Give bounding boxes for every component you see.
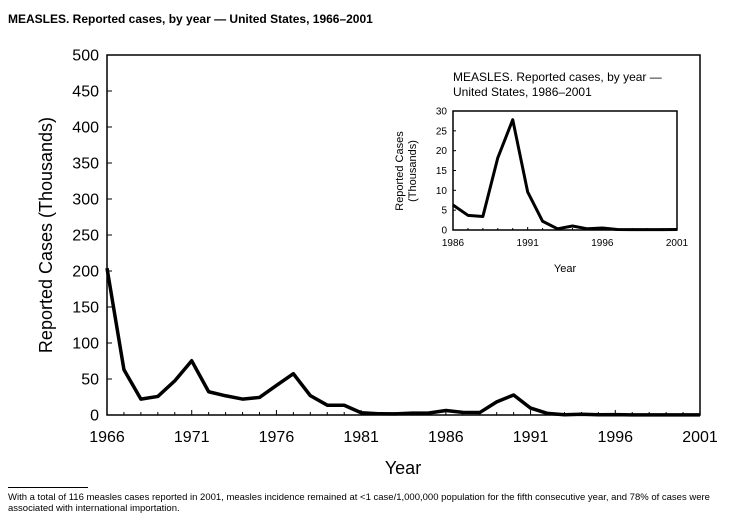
inset-y-axis-label: (Thousands) bbox=[407, 140, 419, 202]
main-x-tick-label: 1966 bbox=[89, 429, 125, 446]
main-x-tick-label: 2001 bbox=[682, 429, 718, 446]
inset-x-tick-label: 1986 bbox=[442, 238, 465, 249]
main-x-tick-label: 1991 bbox=[513, 429, 549, 446]
main-x-tick-label: 1976 bbox=[259, 429, 295, 446]
main-series-line bbox=[105, 267, 701, 417]
main-x-tick-label: 1981 bbox=[343, 429, 379, 446]
main-y-tick-label: 50 bbox=[81, 372, 99, 389]
inset-y-tick-label: 5 bbox=[441, 206, 447, 217]
main-x-tick-label: 1986 bbox=[428, 429, 464, 446]
main-y-tick-label: 350 bbox=[72, 156, 99, 173]
main-y-tick-label: 100 bbox=[72, 336, 99, 353]
inset-title: MEASLES. Reported cases, by year — bbox=[453, 70, 662, 84]
inset-x-tick-label: 1996 bbox=[591, 238, 614, 249]
main-y-tick-label: 500 bbox=[72, 48, 99, 65]
inset-y-tick-label: 15 bbox=[436, 166, 448, 177]
main-y-tick-label: 150 bbox=[72, 300, 99, 317]
inset-y-tick-label: 25 bbox=[436, 126, 448, 137]
main-x-tick-label: 1996 bbox=[597, 429, 633, 446]
inset-background bbox=[382, 60, 698, 290]
main-x-tick-label: 1971 bbox=[174, 429, 210, 446]
inset-series-line bbox=[452, 118, 678, 232]
chart-title: MEASLES. Reported cases, by year — Unite… bbox=[8, 12, 373, 26]
main-y-tick-label: 0 bbox=[90, 408, 99, 425]
inset-title: United States, 1986–2001 bbox=[453, 85, 592, 99]
main-y-tick-label: 250 bbox=[72, 228, 99, 245]
main-y-tick-label: 400 bbox=[72, 120, 99, 137]
inset-y-tick-label: 30 bbox=[436, 107, 448, 118]
inset-y-tick-label: 10 bbox=[436, 186, 448, 197]
inset-x-tick-label: 1991 bbox=[517, 238, 540, 249]
main-x-axis-label: Year bbox=[385, 458, 421, 478]
main-y-tick-label: 200 bbox=[72, 264, 99, 281]
main-y-axis-label: Reported Cases (Thousands) bbox=[36, 117, 56, 353]
main-y-tick-label: 450 bbox=[72, 84, 99, 101]
inset-x-tick-label: 2001 bbox=[666, 238, 689, 249]
inset-y-tick-label: 20 bbox=[436, 146, 448, 157]
inset-y-axis-label: Reported Cases bbox=[394, 131, 406, 211]
inset-x-axis-label: Year bbox=[554, 263, 577, 275]
main-y-tick-label: 300 bbox=[72, 192, 99, 209]
footnote: With a total of 116 measles cases report… bbox=[8, 492, 710, 514]
inset-y-tick-label: 0 bbox=[441, 226, 447, 237]
footnote-rule bbox=[8, 487, 88, 488]
